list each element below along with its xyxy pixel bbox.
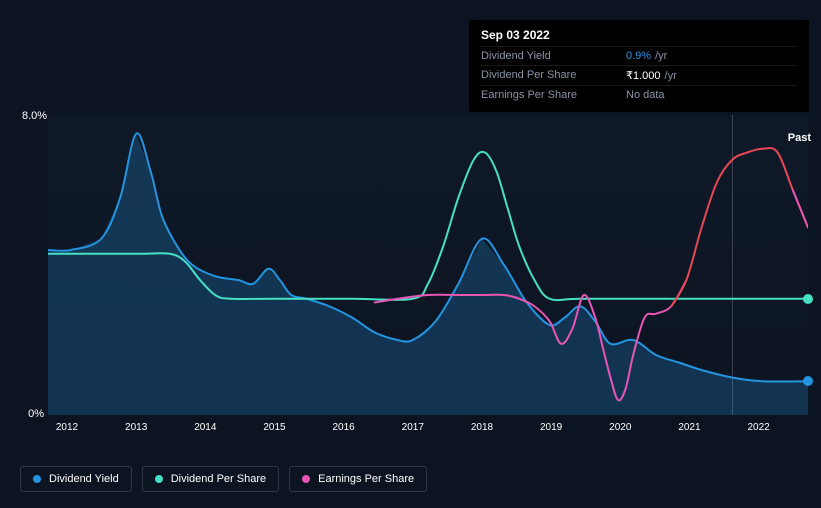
x-tick: 2020: [609, 422, 631, 433]
legend-dot-icon: [155, 475, 163, 483]
tooltip-row: Earnings Per ShareNo data: [481, 85, 797, 104]
tooltip-row-label: Dividend Per Share: [481, 69, 626, 82]
tooltip-row: Dividend Yield0.9% /yr: [481, 46, 797, 65]
tooltip-row-label: Dividend Yield: [481, 50, 626, 62]
series-terminal-dot: [803, 376, 813, 386]
tooltip-row-value: No data: [626, 89, 665, 101]
x-axis: 2012 2013 2014 2015 2016 2017 2018 2019 2020 2021…: [48, 422, 808, 442]
x-tick: 2019: [540, 422, 562, 433]
legend-dot-icon: [33, 475, 41, 483]
x-tick: 2018: [471, 422, 493, 433]
legend-item[interactable]: Dividend Yield: [20, 466, 132, 492]
series-terminal-dot: [803, 294, 813, 304]
tooltip-row-value: ₹1.000: [626, 70, 661, 82]
y-axis-min-label: 0%: [22, 408, 44, 420]
tooltip-row-label: Earnings Per Share: [481, 89, 626, 101]
x-tick: 2021: [678, 422, 700, 433]
tooltip-row-unit: /yr: [655, 50, 667, 62]
tooltip-row-unit: /yr: [665, 70, 677, 82]
chart-svg: [48, 115, 808, 415]
x-tick: 2017: [402, 422, 424, 433]
legend-dot-icon: [302, 475, 310, 483]
x-tick: 2014: [194, 422, 216, 433]
chart-legend: Dividend Yield Dividend Per Share Earnings…: [20, 466, 427, 492]
legend-label: Dividend Per Share: [171, 473, 266, 485]
x-tick: 2022: [747, 422, 769, 433]
tooltip-date: Sep 03 2022: [481, 28, 797, 42]
y-axis-max-label: 8.0%: [22, 110, 44, 122]
legend-label: Earnings Per Share: [318, 473, 414, 485]
tooltip-row: Dividend Per Share₹1.000/yr: [481, 65, 797, 85]
x-tick: 2015: [263, 422, 285, 433]
x-tick: 2012: [56, 422, 78, 433]
tooltip-row-value: 0.9%: [626, 50, 651, 62]
x-tick: 2016: [333, 422, 355, 433]
legend-item[interactable]: Dividend Per Share: [142, 466, 279, 492]
legend-item[interactable]: Earnings Per Share: [289, 466, 427, 492]
legend-label: Dividend Yield: [49, 473, 119, 485]
chart-tooltip: Sep 03 2022 Dividend Yield0.9%/yrDividen…: [469, 20, 809, 112]
x-tick: 2013: [125, 422, 147, 433]
